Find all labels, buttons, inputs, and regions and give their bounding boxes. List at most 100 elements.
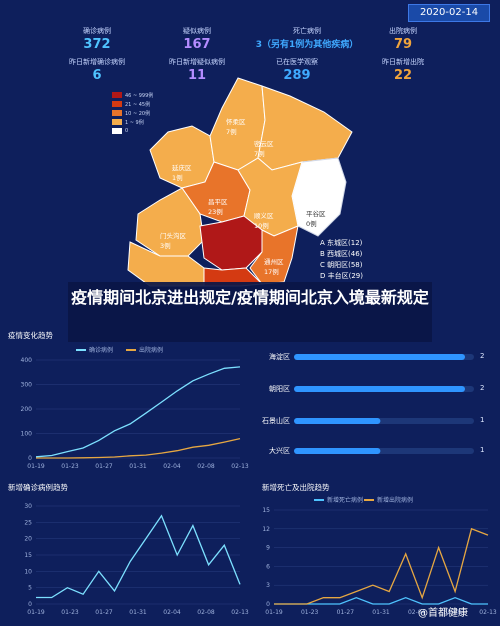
- x-tick-label: 01-23: [301, 609, 319, 616]
- series-line: [35, 366, 241, 458]
- stat-new-discharged: 昨日新增出院 22: [358, 57, 448, 83]
- stat-value: 289: [283, 68, 311, 83]
- series-line: [274, 597, 488, 605]
- stat-label: 出院病例: [389, 27, 417, 35]
- stat-label: 昨日新增疑似病例: [169, 58, 225, 66]
- district-label: 延庆区 1例: [172, 162, 192, 182]
- series-line: [36, 437, 241, 459]
- district-name: 通州区: [264, 258, 284, 266]
- panel-title: 新增确诊病例趋势: [8, 483, 68, 492]
- bar-fill: [294, 354, 465, 360]
- y-tick-label: 0: [28, 601, 32, 608]
- series-line: [274, 527, 489, 605]
- district-label: 怀柔区 7例: [226, 116, 246, 136]
- y-tick-label: 15: [24, 552, 32, 559]
- x-tick-label: 02-04: [163, 463, 181, 470]
- bar-label: 海淀区: [269, 353, 290, 361]
- y-tick-label: 400: [21, 357, 33, 364]
- new-confirmed-chart: 0 5 10 15 20 25 30 01-19 01-23 01-27 01-31 02-04 02-…: [24, 503, 249, 616]
- y-tick-label: 20: [24, 536, 32, 543]
- district-count: 7例: [226, 128, 237, 136]
- district-name: 顺义区: [254, 212, 274, 220]
- x-tick-label: 02-04: [163, 609, 181, 616]
- district-label: 通州区 17例: [264, 256, 284, 276]
- stat-value: 167: [183, 37, 211, 52]
- x-tick-label: 02-13: [231, 609, 249, 616]
- y-tick-label: 12: [262, 526, 270, 533]
- panel-title: 疫情变化趋势: [8, 331, 53, 340]
- x-tick-label: 01-27: [337, 609, 355, 616]
- legend-swatch: [112, 128, 122, 134]
- district-count: 17例: [264, 268, 279, 276]
- legend-label: 新增死亡病例: [327, 496, 363, 504]
- x-tick-label: 02-08: [444, 609, 462, 616]
- x-tick-label: 01-19: [27, 463, 45, 470]
- date-badge: 2020-02-14: [408, 4, 490, 22]
- watermark: @首都健康: [418, 608, 468, 619]
- urban-item: A 东城区(12): [320, 239, 363, 247]
- legend-label: 21 ~ 45例: [125, 102, 151, 108]
- stat-label: 死亡病例: [293, 27, 321, 35]
- district-name: 怀柔区: [226, 118, 246, 126]
- legend-label: 0: [125, 128, 129, 134]
- x-tick-label: 01-31: [372, 609, 390, 616]
- x-tick-label: 01-19: [265, 609, 283, 616]
- y-tick-label: 0: [28, 455, 32, 462]
- stat-label: 确诊病例: [83, 27, 111, 35]
- bar-label: 朝阳区: [269, 385, 290, 393]
- district-urban-core: [199, 215, 263, 271]
- district-name: 延庆区: [172, 164, 192, 172]
- x-tick-label: 02-08: [197, 463, 215, 470]
- district-label: 密云区 7例: [254, 138, 274, 158]
- y-tick-label: 30: [24, 503, 32, 510]
- district-count: 1例: [172, 174, 183, 182]
- bar-fill: [294, 386, 465, 392]
- legend-label: 46 ~ 999例: [125, 93, 154, 99]
- legend-label: 出院病例: [139, 346, 163, 354]
- bar-value: 1: [480, 446, 485, 454]
- y-tick-label: 10: [24, 568, 32, 575]
- district-count: 10例: [254, 222, 269, 230]
- stat-new-confirmed: 昨日新增确诊病例 6: [52, 57, 142, 83]
- bar-label: 大兴区: [269, 447, 290, 455]
- district-name: 门头沟区: [160, 232, 186, 240]
- y-tick-label: 5: [28, 585, 32, 592]
- legend-swatch: [112, 101, 122, 107]
- x-tick-label: 01-27: [95, 609, 113, 616]
- stat-label: 昨日新增出院: [382, 58, 424, 66]
- urban-item: D 丰台区(29): [320, 272, 363, 280]
- district-name: 密云区: [254, 140, 274, 148]
- bar-fill: [294, 418, 381, 424]
- y-tick-label: 25: [24, 519, 32, 526]
- stat-discharged: 出院病例 79: [358, 26, 448, 52]
- y-tick-label: 3: [266, 582, 270, 589]
- y-tick-label: 0: [266, 601, 270, 608]
- stat-new-suspected: 昨日新增疑似病例 11: [152, 57, 242, 83]
- urban-item: C 朝阳区(58): [320, 261, 363, 269]
- beijing-map: [127, 77, 353, 287]
- x-tick-label: 01-23: [61, 609, 79, 616]
- y-tick-label: 300: [21, 382, 33, 389]
- deaths-discharge-chart: 0 3 6 9 12 15 01-19 01-23 01-27 01-31 02-04 02-08 02…: [262, 496, 497, 616]
- legend-label: 10 ~ 20例: [125, 111, 151, 117]
- legend-swatch: [112, 110, 122, 116]
- x-tick-label: 01-23: [61, 463, 79, 470]
- y-tick-label: 200: [21, 406, 33, 413]
- urban-item: B 西城区(46): [320, 250, 363, 258]
- stat-value: 22: [393, 68, 413, 83]
- panel-title: 新增死亡及出院趋势: [262, 483, 330, 492]
- x-tick-label: 02-04: [408, 609, 426, 616]
- stat-value: 79: [393, 37, 413, 52]
- district-count: 23例: [208, 208, 223, 216]
- district-count: 3例: [160, 242, 171, 250]
- bar-value: 2: [480, 384, 485, 392]
- legend-swatch: [112, 92, 122, 98]
- stat-value: 372: [83, 37, 111, 52]
- y-tick-label: 9: [266, 545, 270, 552]
- y-tick-label: 100: [21, 431, 33, 438]
- x-tick-label: 01-31: [129, 609, 147, 616]
- district-count: 0例: [306, 220, 317, 228]
- y-tick-label: 15: [262, 507, 270, 514]
- stat-confirmed: 确诊病例 372: [52, 26, 142, 52]
- stat-deaths: 死亡病例 3（另有1例为其他疾病）: [252, 26, 362, 50]
